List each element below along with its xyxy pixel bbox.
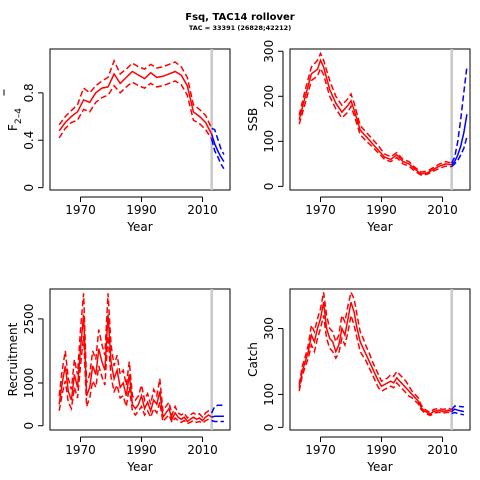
fbar-projection-upper-line xyxy=(211,127,225,155)
recruitment-x-axis-title: Year xyxy=(126,460,152,474)
fbar-history-median-line xyxy=(58,70,213,135)
ssb-projection-median-line xyxy=(451,114,468,166)
ssb-panel: 1970 1990 2010 Year 0 100 200 300 SSB xyxy=(246,40,471,234)
fbar-x-tick-label: 1990 xyxy=(126,203,157,217)
catch-history-upper-line xyxy=(298,290,452,414)
ssb-plot-frame xyxy=(289,48,471,191)
recruitment-y-tick-label: 1000 xyxy=(22,368,36,399)
ssb-history-lower-line xyxy=(298,66,452,176)
fbar-projection-median-line xyxy=(210,134,225,163)
y-axis-title-main: F xyxy=(6,124,20,131)
ssb-y-tick-label: 200 xyxy=(262,85,276,108)
ssb-x-tick-label: 2010 xyxy=(427,203,458,217)
ssb-history-median-line xyxy=(298,58,452,175)
catch-plot-frame xyxy=(289,288,471,431)
recruitment-x-tick-label: 2010 xyxy=(187,443,218,457)
ssb-projection-upper-line xyxy=(451,66,468,164)
recruitment-history-median-line xyxy=(58,314,213,423)
recruitment-projection-median-line xyxy=(211,415,224,418)
y-axis-title-subscript: 2–4 xyxy=(14,108,24,124)
fbar-y-tick-label: 0.8 xyxy=(22,83,36,102)
catch-y-axis-title: Catch xyxy=(246,342,260,377)
recruitment-history-upper-line xyxy=(58,293,213,420)
catch-y-tick-label: 100 xyxy=(262,383,276,406)
ssb-x-tick-label: 1970 xyxy=(305,203,336,217)
fbar-panel: 1970 1990 2010 Year 0 0.4 0.8 F2–4 xyxy=(3,48,231,234)
ssb-x-axis-title: Year xyxy=(366,220,392,234)
catch-x-tick-label: 1990 xyxy=(366,443,397,457)
ssb-history-upper-line xyxy=(298,51,452,173)
fbar-history-upper-line xyxy=(58,58,213,129)
fbar-x-tick-label: 2010 xyxy=(187,203,218,217)
recruitment-y-tick-label: 2500 xyxy=(22,304,36,335)
catch-x-tick-label: 1970 xyxy=(305,443,336,457)
catch-projection-upper-line xyxy=(451,405,464,411)
recruitment-history-lower-line xyxy=(58,335,212,425)
recruitment-plot-frame xyxy=(49,288,231,431)
catch-projection-median-line xyxy=(451,408,465,413)
fbar-y-tick-label: 0 xyxy=(22,184,36,192)
catch-projection-lower-line xyxy=(451,411,465,416)
chart-panels: 1970 1990 2010 Year 0 0.4 0.8 F2–4 1970 1990 2010 Y… xyxy=(3,40,471,474)
fbar-y-tick-label: 0.4 xyxy=(22,131,36,150)
ssb-x-tick-label: 1990 xyxy=(366,203,397,217)
catch-y-tick-label: 300 xyxy=(262,317,276,340)
ssb-projection-lower-line xyxy=(451,136,468,168)
fbar-plot-frame xyxy=(49,48,231,191)
recruitment-x-tick-label: 1990 xyxy=(126,443,157,457)
catch-x-axis-title: Year xyxy=(366,460,392,474)
recruitment-projection-lower-line xyxy=(211,419,224,423)
ssb-y-tick-label: 300 xyxy=(262,40,276,63)
figure-subtitle: TAC = 33391 (26828;42212) xyxy=(189,24,291,32)
fbar-projection-lower-line xyxy=(210,138,225,170)
fbar-history-lower-line xyxy=(58,80,213,140)
catch-y-tick-label: 0 xyxy=(262,424,276,432)
recruitment-x-tick-label: 1970 xyxy=(65,443,96,457)
ssb-y-tick-label: 100 xyxy=(262,130,276,153)
catch-history-median-line xyxy=(298,301,453,416)
figure-title: Fsq, TAC14 rollover xyxy=(185,12,295,23)
fbar-x-tick-label: 1970 xyxy=(65,203,96,217)
catch-x-tick-label: 2010 xyxy=(427,443,458,457)
recruitment-y-tick-label: 0 xyxy=(22,422,36,430)
fbar-x-axis-title: Year xyxy=(126,220,152,234)
catch-history-lower-line xyxy=(298,315,452,417)
recruitment-y-axis-title: Recruitment xyxy=(6,322,20,396)
ssb-y-axis-title: SSB xyxy=(246,108,260,131)
ssb-y-tick-label: 0 xyxy=(262,183,276,191)
fbar-y-axis-title: F2–4 xyxy=(6,108,24,131)
recruitment-projection-upper-line xyxy=(211,404,224,414)
